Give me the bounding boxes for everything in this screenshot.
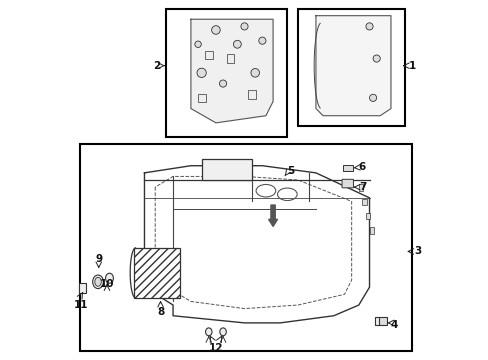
Circle shape xyxy=(233,40,241,48)
Bar xyxy=(205,51,213,59)
Text: 11: 11 xyxy=(74,300,88,310)
Text: 6: 6 xyxy=(358,162,366,172)
Circle shape xyxy=(250,68,259,77)
FancyArrow shape xyxy=(268,205,277,226)
Ellipse shape xyxy=(220,328,226,336)
Circle shape xyxy=(241,23,247,30)
Bar xyxy=(369,227,373,234)
Bar xyxy=(165,9,287,137)
Polygon shape xyxy=(190,19,272,123)
FancyBboxPatch shape xyxy=(341,179,353,188)
Bar xyxy=(298,9,405,126)
Text: 7: 7 xyxy=(358,182,366,192)
Text: 12: 12 xyxy=(208,342,223,352)
Bar xyxy=(342,165,352,171)
Ellipse shape xyxy=(95,277,101,286)
Circle shape xyxy=(194,41,201,48)
Text: 9: 9 xyxy=(95,254,102,264)
Bar xyxy=(247,90,255,99)
Circle shape xyxy=(258,37,265,44)
Bar xyxy=(362,199,366,205)
Bar xyxy=(374,317,378,325)
Bar xyxy=(226,54,234,63)
Ellipse shape xyxy=(93,275,103,289)
Circle shape xyxy=(372,55,380,62)
Circle shape xyxy=(219,80,226,87)
Circle shape xyxy=(365,23,372,30)
Circle shape xyxy=(369,94,376,102)
Text: 1: 1 xyxy=(408,61,415,71)
Bar xyxy=(378,317,386,325)
Text: 10: 10 xyxy=(100,279,114,289)
Bar xyxy=(365,213,369,219)
Bar xyxy=(80,144,411,351)
Text: 8: 8 xyxy=(157,307,164,317)
Text: 4: 4 xyxy=(390,320,398,330)
Text: 2: 2 xyxy=(153,61,160,71)
Ellipse shape xyxy=(105,273,113,283)
Bar xyxy=(201,158,251,180)
Polygon shape xyxy=(315,16,390,116)
Circle shape xyxy=(211,26,220,34)
Bar xyxy=(134,248,180,298)
Bar xyxy=(198,94,205,102)
Text: 5: 5 xyxy=(287,166,294,176)
Text: 3: 3 xyxy=(413,247,421,256)
Circle shape xyxy=(197,68,206,77)
Ellipse shape xyxy=(205,328,212,336)
Bar xyxy=(80,283,86,293)
Bar xyxy=(358,184,363,191)
